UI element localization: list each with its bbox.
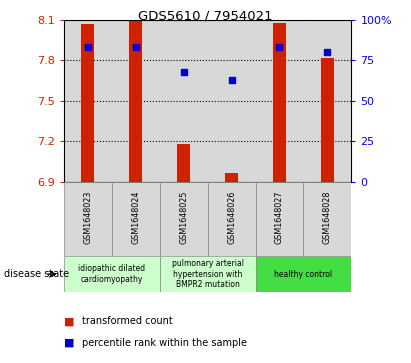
Bar [81, 24, 95, 182]
Text: GSM1648023: GSM1648023 [83, 191, 92, 244]
Bar [256, 182, 303, 256]
Text: disease state: disease state [4, 269, 69, 279]
Text: ■: ■ [64, 316, 74, 326]
Text: idiopathic dilated
cardiomyopathy: idiopathic dilated cardiomyopathy [78, 264, 145, 284]
Bar [177, 144, 190, 182]
Bar [225, 174, 238, 182]
Bar [256, 256, 351, 292]
Bar [273, 23, 286, 182]
Text: ■: ■ [64, 338, 74, 348]
Text: GDS5610 / 7954021: GDS5610 / 7954021 [138, 9, 273, 22]
Bar [208, 182, 256, 256]
Text: healthy control: healthy control [275, 270, 332, 278]
Text: GSM1648025: GSM1648025 [179, 191, 188, 244]
Bar [64, 256, 159, 292]
Text: pulmonary arterial
hypertension with
BMPR2 mutation: pulmonary arterial hypertension with BMP… [171, 259, 244, 289]
Bar [321, 58, 334, 182]
Text: GSM1648028: GSM1648028 [323, 191, 332, 244]
Text: GSM1648024: GSM1648024 [131, 191, 140, 244]
Bar [159, 182, 208, 256]
Text: GSM1648026: GSM1648026 [227, 191, 236, 244]
Bar [303, 182, 351, 256]
Text: GSM1648027: GSM1648027 [275, 191, 284, 244]
Bar [112, 182, 159, 256]
Bar [159, 256, 256, 292]
Text: transformed count: transformed count [82, 316, 173, 326]
Bar [64, 182, 112, 256]
Text: percentile rank within the sample: percentile rank within the sample [82, 338, 247, 348]
Bar [129, 20, 142, 182]
